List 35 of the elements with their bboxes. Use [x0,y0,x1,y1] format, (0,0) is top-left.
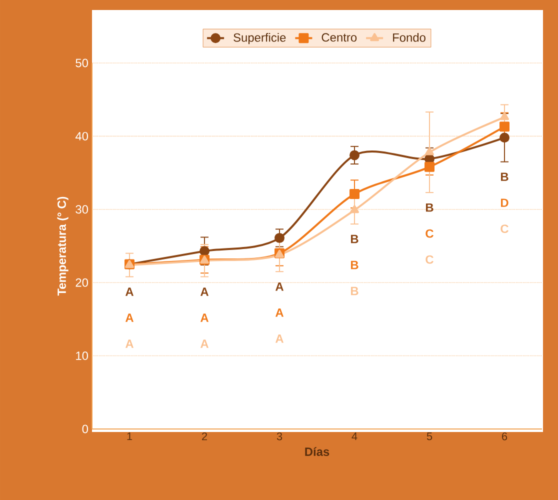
annotation: A [200,340,209,348]
y-tick-label: 0 [82,424,88,434]
y-axis-title: Temperatura (° C) [57,196,68,296]
y-tick-label: 40 [75,132,88,140]
legend-label: Superficie [234,33,286,44]
x-tick-label: 6 [502,432,508,440]
annotation: A [125,340,134,348]
annotation: A [275,308,284,317]
annotation: A [275,282,284,291]
annotation: B [426,203,434,212]
x-tick-label: 1 [127,432,132,440]
annotation: B [350,260,358,270]
x-tick-label: 4 [352,432,358,440]
annotation: B [500,172,508,181]
annotation: B [350,286,358,296]
y-tick-label: 10 [76,352,88,360]
annotation: C [426,255,434,264]
x-tick-label: 2 [202,432,208,440]
y-tick-label: 50 [76,58,88,68]
annotation: A [125,288,134,296]
annotation: A [125,314,134,322]
y-tick-label: 20 [76,278,88,287]
annotation: A [200,288,209,296]
annotation: D [500,198,508,207]
x-axis-title: Días [305,447,330,456]
annotation: C [426,229,434,238]
legend-label: Centro [322,33,357,42]
annotation: A [275,334,284,343]
x-tick-label: 3 [276,432,282,440]
annotation: C [500,224,508,234]
annotation: A [200,314,209,322]
legend-label: Fondo [393,33,426,42]
x-tick-label: 5 [426,432,432,440]
annotation: B [350,234,358,244]
y-tick-label: 30 [76,205,88,214]
